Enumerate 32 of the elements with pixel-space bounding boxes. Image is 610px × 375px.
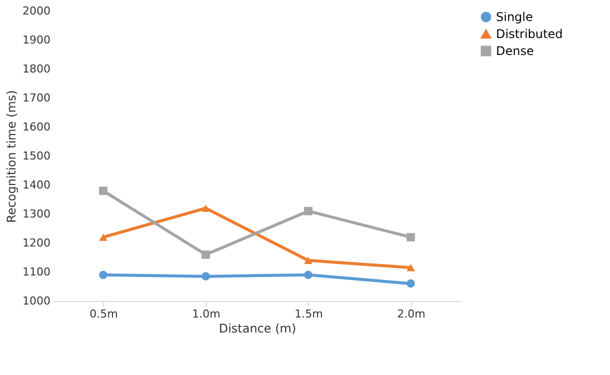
point	[406, 233, 415, 242]
point	[202, 272, 210, 281]
point	[99, 186, 108, 195]
y-tick-label: 1900	[22, 34, 50, 46]
y-tick-label: 1800	[22, 62, 50, 76]
point	[304, 270, 312, 280]
point	[99, 234, 108, 241]
y-axis-title: Recognition time (ms)	[4, 90, 19, 223]
x-axis-title: Distance (m)	[218, 322, 296, 336]
x-tick-label: 1.5m	[294, 308, 323, 320]
y-tick-label: 1100	[22, 266, 50, 278]
y-tick-label: 1200	[22, 236, 50, 250]
x-tick-label: 2.0m	[397, 308, 426, 320]
point	[202, 204, 210, 212]
y-tick-label: 1400	[22, 178, 50, 192]
point	[304, 256, 312, 264]
legend-label: Single	[496, 10, 533, 24]
y-tick-label: 1500	[22, 150, 50, 162]
legend-label: Distributed	[496, 27, 563, 41]
point	[406, 279, 415, 288]
point	[99, 270, 108, 280]
x-tick-label: 1.0m	[192, 308, 220, 320]
y-tick-label: 1300	[22, 208, 50, 220]
y-tick-label: 1000	[22, 294, 50, 308]
legend-label: Dense	[496, 44, 534, 58]
x-tick-label: 0.5m	[90, 308, 118, 320]
point	[304, 206, 312, 216]
y-tick-label: 1600	[22, 120, 50, 134]
y-tick-label: 2000	[22, 4, 50, 18]
point	[406, 264, 415, 272]
point	[202, 250, 210, 259]
y-tick-label: 1700	[22, 92, 50, 104]
